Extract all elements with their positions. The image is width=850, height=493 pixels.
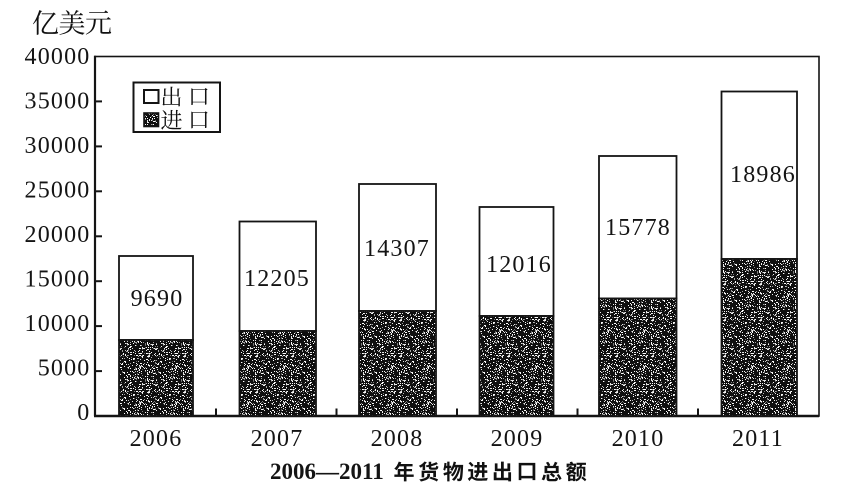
svg-text:2006—2011: 2006—2011: [270, 459, 384, 484]
svg-text:0: 0: [77, 400, 90, 426]
svg-text:2011: 2011: [732, 426, 784, 452]
svg-text:12016: 12016: [486, 252, 552, 278]
svg-text:35000: 35000: [25, 89, 91, 115]
svg-text:9690: 9690: [131, 286, 184, 312]
svg-text:2007: 2007: [251, 426, 304, 452]
svg-text:5000: 5000: [38, 356, 91, 382]
svg-text:10000: 10000: [25, 311, 91, 337]
svg-text:2009: 2009: [491, 426, 544, 452]
svg-text:20000: 20000: [25, 222, 91, 248]
svg-text:15000: 15000: [25, 267, 91, 293]
svg-text:18986: 18986: [730, 162, 796, 188]
svg-text:15778: 15778: [605, 215, 671, 241]
svg-text:2010: 2010: [612, 426, 665, 452]
svg-text:25000: 25000: [25, 178, 91, 204]
svg-text:12205: 12205: [244, 266, 310, 292]
svg-text:40000: 40000: [25, 44, 91, 70]
svg-text:14307: 14307: [364, 236, 430, 262]
svg-text:30000: 30000: [25, 133, 91, 159]
svg-text:2008: 2008: [371, 426, 424, 452]
svg-text:2006: 2006: [130, 426, 183, 452]
